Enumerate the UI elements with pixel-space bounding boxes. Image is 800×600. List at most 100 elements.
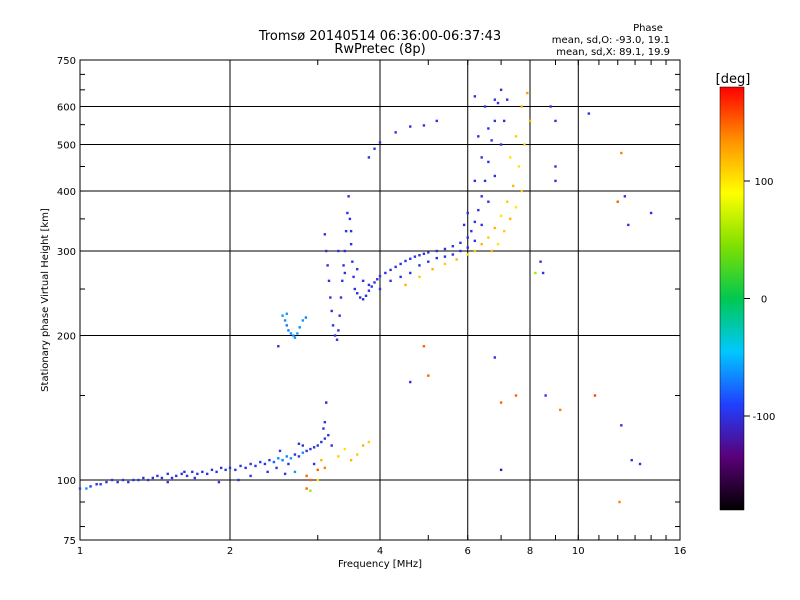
data-point xyxy=(409,257,412,260)
data-point xyxy=(394,265,397,269)
data-point xyxy=(343,447,347,451)
data-point xyxy=(196,472,199,476)
data-point xyxy=(205,472,209,476)
data-point xyxy=(277,345,280,348)
data-point xyxy=(185,474,189,478)
data-point xyxy=(505,98,509,101)
data-point xyxy=(487,200,490,203)
y-tick-label: 600 xyxy=(57,103,76,114)
colorbar-tick-label: 0 xyxy=(761,295,767,306)
data-point xyxy=(287,329,290,332)
data-point xyxy=(272,460,276,464)
data-point xyxy=(312,446,316,449)
data-point xyxy=(451,245,455,248)
data-point xyxy=(95,483,98,486)
data-point xyxy=(459,241,462,245)
data-point xyxy=(409,380,412,384)
data-point xyxy=(378,287,382,291)
data-point xyxy=(466,236,469,239)
colorbar-tick-label: -100 xyxy=(753,412,776,423)
data-point xyxy=(367,440,371,444)
data-point xyxy=(496,101,500,105)
data-points xyxy=(78,88,653,504)
data-point xyxy=(325,401,328,404)
data-point xyxy=(343,271,347,275)
data-point xyxy=(466,253,469,256)
data-point xyxy=(228,466,232,470)
data-point xyxy=(422,252,426,256)
data-point xyxy=(217,480,221,484)
data-point xyxy=(316,468,319,472)
data-point xyxy=(224,468,227,472)
data-point xyxy=(142,476,145,480)
y-axis-ticks: 75 100 200 300 400 500 600 750 xyxy=(57,56,680,547)
data-point xyxy=(339,296,343,299)
data-point xyxy=(304,316,308,319)
data-point xyxy=(337,329,340,332)
data-point xyxy=(620,151,623,155)
data-point xyxy=(618,500,621,504)
data-point xyxy=(338,314,341,317)
data-point xyxy=(443,247,447,251)
data-point xyxy=(183,470,186,474)
data-point xyxy=(544,394,547,397)
data-point xyxy=(110,478,114,482)
data-point xyxy=(301,444,305,447)
data-point xyxy=(480,156,483,159)
data-point xyxy=(499,143,503,146)
data-point xyxy=(327,279,331,283)
data-point xyxy=(480,195,483,198)
data-point xyxy=(266,470,269,474)
data-point xyxy=(361,279,365,283)
data-point xyxy=(511,184,515,188)
data-point xyxy=(466,211,469,215)
data-point xyxy=(219,466,223,470)
data-point xyxy=(534,271,537,275)
data-point xyxy=(343,249,347,253)
data-point xyxy=(301,451,305,454)
data-point xyxy=(347,195,350,198)
data-point xyxy=(116,480,119,484)
data-point xyxy=(508,217,512,221)
data-point xyxy=(367,283,371,287)
data-point xyxy=(305,474,308,478)
data-point xyxy=(376,278,379,281)
data-point xyxy=(496,242,500,246)
data-point xyxy=(493,174,497,178)
data-point xyxy=(326,264,329,267)
data-point xyxy=(268,458,271,462)
data-point xyxy=(554,165,557,168)
data-point xyxy=(431,267,434,271)
data-point xyxy=(277,457,280,460)
data-point xyxy=(422,345,426,348)
data-point xyxy=(473,249,477,253)
data-point xyxy=(480,242,483,246)
y-tick-label: 750 xyxy=(57,56,76,67)
data-point xyxy=(355,267,359,271)
data-point xyxy=(244,466,247,470)
y-tick-label: 200 xyxy=(57,332,76,343)
data-point xyxy=(289,457,293,460)
data-point xyxy=(638,462,642,466)
data-point xyxy=(170,476,174,480)
data-point xyxy=(418,275,421,279)
data-point xyxy=(493,98,497,101)
data-point xyxy=(514,135,518,138)
data-point xyxy=(298,326,301,329)
data-point xyxy=(517,165,521,168)
data-point xyxy=(616,200,619,203)
data-point xyxy=(477,135,480,138)
colorbar-tick-label: 100 xyxy=(754,177,773,188)
data-point xyxy=(399,275,402,279)
data-point xyxy=(418,254,421,257)
x-axis-ticks: 1 2 4 6 8 10 16 xyxy=(77,60,686,557)
data-point xyxy=(316,444,319,447)
data-point xyxy=(309,489,312,492)
data-point xyxy=(305,487,308,490)
data-point xyxy=(301,319,305,322)
data-point xyxy=(193,476,197,480)
data-point xyxy=(309,478,312,482)
data-point xyxy=(443,262,447,266)
data-point xyxy=(259,460,262,464)
data-point xyxy=(292,334,295,337)
